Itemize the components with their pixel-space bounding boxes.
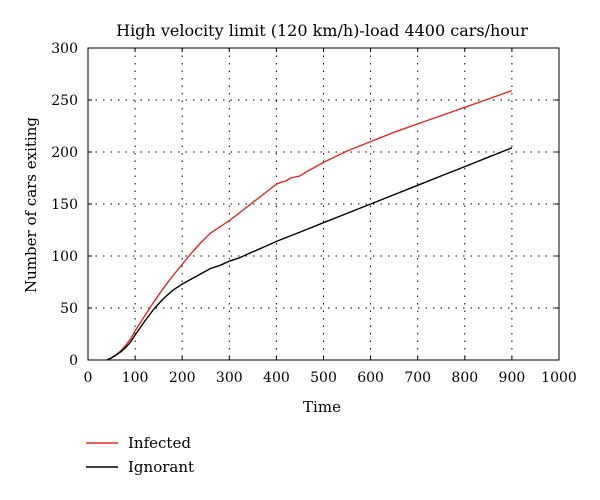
- x-tick-label: 0: [84, 370, 93, 386]
- x-tick-label: 1000: [541, 370, 577, 386]
- x-tick-label: 100: [122, 370, 149, 386]
- y-tick-label: 100: [51, 249, 78, 265]
- x-tick-label: 600: [357, 370, 384, 386]
- y-tick-label: 250: [51, 93, 78, 109]
- chart-title: High velocity limit (120 km/h)-load 4400…: [116, 21, 528, 40]
- x-tick-label: 900: [499, 370, 526, 386]
- x-tick-label: 300: [216, 370, 243, 386]
- legend: Infected Ignorant: [86, 434, 194, 476]
- axis-ticks: [87, 47, 560, 361]
- x-tick-label: 800: [451, 370, 478, 386]
- gridlines: [88, 48, 559, 360]
- series-lines: [106, 89, 513, 361]
- series-line-infected: [106, 89, 513, 361]
- y-tick-labels: 0 50 100 150 200 250 300: [51, 41, 78, 369]
- x-tick-label: 500: [310, 370, 337, 386]
- x-axis-label: Time: [303, 398, 341, 416]
- x-tick-label: 700: [404, 370, 431, 386]
- x-tick-labels: 0 100 200 300 400 500 600 700 800 900 1000: [84, 370, 577, 386]
- y-tick-label: 300: [51, 41, 78, 57]
- plot-frame: [87, 47, 560, 361]
- y-axis-label: Number of cars exiting: [22, 117, 40, 293]
- y-tick-label: 0: [69, 353, 78, 369]
- x-tick-label: 400: [263, 370, 290, 386]
- legend-label-ignorant: Ignorant: [128, 458, 194, 476]
- y-tick-label: 200: [51, 145, 78, 161]
- y-tick-label: 50: [60, 301, 78, 317]
- x-tick-label: 200: [169, 370, 196, 386]
- y-tick-label: 150: [51, 197, 78, 213]
- legend-label-infected: Infected: [128, 434, 191, 452]
- series-line-ignorant: [106, 147, 513, 361]
